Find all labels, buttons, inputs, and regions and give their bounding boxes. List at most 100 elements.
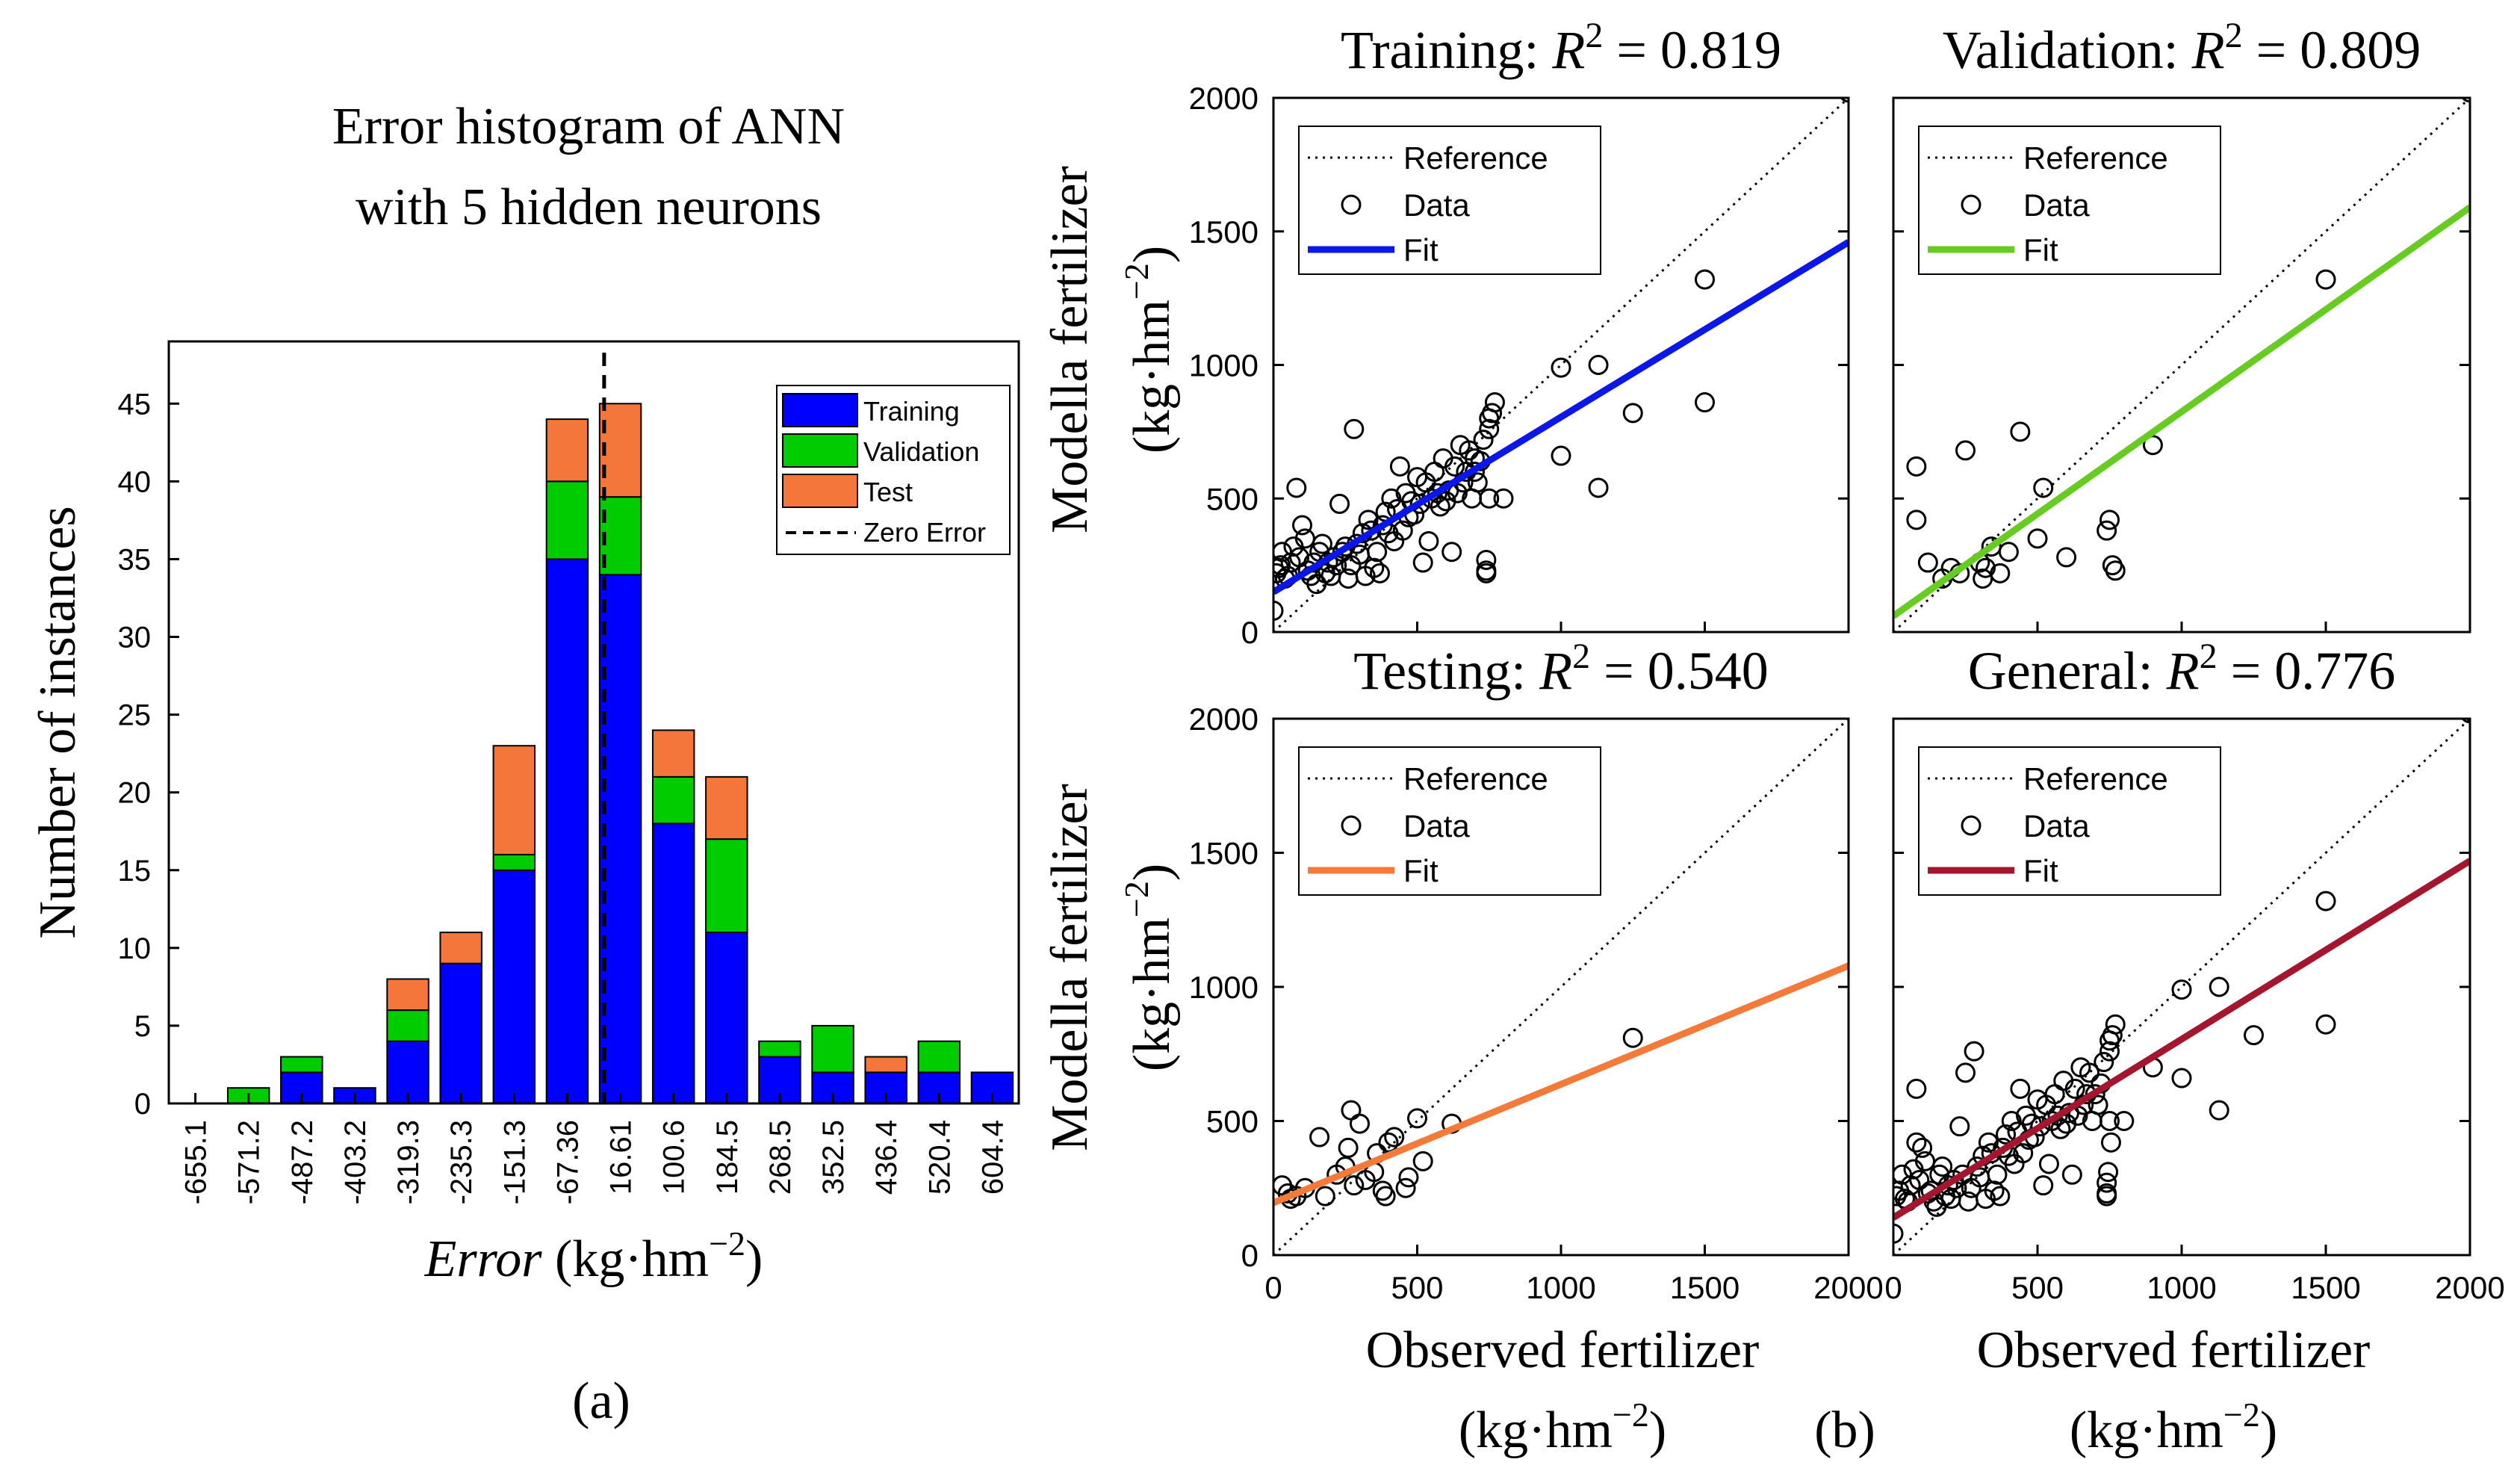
data-point: [2088, 1094, 2108, 1115]
data-point: [1493, 488, 1514, 509]
data-point: [1341, 1100, 1362, 1121]
data-point: [2098, 1162, 2119, 1183]
data-point: [2061, 1164, 2082, 1185]
data-point: [1369, 563, 1390, 583]
data-point: [1312, 533, 1332, 554]
panel-title-prefix: Testing:: [1353, 641, 1539, 701]
data-point: [1412, 1151, 1433, 1171]
histogram-x-tick-label: 520.4: [923, 1120, 956, 1195]
histogram-bars: [226, 403, 1014, 1105]
legend-label-zero-error: Zero Error: [863, 517, 986, 548]
legend-testing: Reference Data Fit: [1298, 746, 1601, 896]
panel-title-training: Training: R2 = 0.819: [1341, 16, 1781, 80]
panel-title-r-symbol: R: [2166, 641, 2200, 701]
data-point: [1395, 1177, 1416, 1198]
data-point: [2085, 1084, 2105, 1105]
y-tick-label: 1500: [1189, 836, 1259, 871]
data-point: [1949, 1116, 1970, 1137]
legend-data-label: Data: [1403, 188, 1470, 223]
panel-title-r-symbol: R: [1539, 641, 1572, 701]
bar-test--235.3: [439, 932, 482, 964]
data-point: [1588, 477, 1609, 498]
data-point: [1329, 493, 1350, 514]
scatter-y-label-top-line2: (kg·hm−2): [1117, 246, 1181, 453]
data-point: [1940, 1189, 1961, 1210]
bar-validation--319.3: [386, 1009, 429, 1042]
histogram-y-tick-label: 0: [134, 1088, 151, 1121]
panel-title-r-symbol: R: [1551, 20, 1585, 80]
data-point: [1955, 440, 1976, 461]
data-point: [1476, 560, 1497, 581]
scatter-y-label-top-unit: (kg·hm: [1123, 300, 1181, 453]
data-point: [1990, 563, 2011, 583]
scatter-y-label-bottom-close: ): [1123, 864, 1181, 881]
data-point: [2114, 1111, 2135, 1131]
data-point: [2100, 1132, 2121, 1153]
data-point: [1588, 355, 1609, 375]
plot-area-general: [1893, 719, 2470, 1255]
y-tick-label: 1000: [1189, 970, 1259, 1005]
histogram-y-tick-label: 45: [118, 388, 152, 421]
scatter-y-label-bottom-unit: (kg·hm: [1123, 917, 1181, 1071]
legend-swatch-training: [782, 393, 858, 427]
legend-fit-label: Fit: [2023, 232, 2058, 267]
histogram-y-tick-label: 35: [118, 543, 152, 576]
bar-test--151.3: [492, 745, 536, 855]
fit-line: [1893, 204, 2470, 619]
legend-reference-label: Reference: [1403, 140, 1548, 176]
data-point: [2033, 1175, 2054, 1196]
panel-title-r-sup: 2: [2200, 637, 2218, 676]
data-point: [1973, 569, 1993, 589]
data-point: [1441, 542, 1462, 563]
panel-title-r-sup: 2: [1585, 16, 1603, 55]
x-tick-label: 500: [2011, 1270, 2064, 1305]
data-point: [2010, 421, 2031, 442]
data-point: [1976, 557, 1996, 578]
data-point: [1978, 1132, 1999, 1153]
data-point: [1392, 520, 1413, 541]
histogram-x-tick-label: 352.5: [817, 1120, 850, 1195]
legend-data-swatch: [1341, 194, 1362, 215]
data-point: [1412, 552, 1433, 573]
data-point: [2105, 1014, 2126, 1035]
data-point: [1476, 549, 1497, 570]
data-point: [1482, 403, 1503, 424]
data-point: [1964, 1041, 1984, 1062]
legend-swatch-test: [782, 474, 858, 508]
bar-training-100.6: [651, 823, 695, 1105]
data-point: [1551, 357, 1571, 378]
histogram-x-label-sup: −2: [709, 1224, 745, 1263]
histogram-x-tick-label: -67.36: [551, 1120, 584, 1204]
x-tick-label: 1500: [2291, 1270, 2360, 1305]
y-tick-label: 500: [1206, 481, 1259, 516]
data-point: [1906, 1078, 1927, 1099]
data-point: [1398, 1167, 1419, 1188]
histogram-x-label-unit: (kg·hm: [542, 1230, 710, 1288]
legend-data-swatch: [1961, 194, 1981, 215]
histogram-x-tick-label: 184.5: [711, 1120, 744, 1195]
data-point: [1444, 456, 1465, 477]
legend-data-label: Data: [1403, 808, 1470, 843]
data-point: [1292, 515, 1312, 536]
legend-label-test: Test: [863, 477, 913, 507]
data-point: [1315, 1186, 1335, 1207]
x-tick-label: 1000: [2147, 1270, 2216, 1305]
histogram-y-ticks: 0 5 10 15 20 25 30 35 40 45: [118, 388, 179, 1121]
histogram-x-tick-label: -319.3: [392, 1120, 425, 1204]
panel-b-label: (b): [1814, 1402, 1875, 1459]
legend-data-label: Data: [2023, 188, 2090, 223]
data-point: [1309, 1127, 1330, 1148]
data-point: [1955, 1062, 1976, 1083]
data-point: [1987, 1164, 2008, 1185]
data-point: [1384, 1127, 1405, 1148]
panel-title-r2-value: = 0.819: [1603, 20, 1781, 80]
data-point: [1912, 1137, 1933, 1158]
panel-title-prefix: Validation:: [1943, 20, 2192, 80]
panel-title-general: General: R2 = 0.776: [1968, 637, 2395, 701]
histogram-legend: Training Validation Test Zero Error: [776, 385, 1011, 555]
data-point: [1273, 600, 1284, 621]
scatter-x-label-left-close: ): [1649, 1402, 1666, 1459]
histogram-x-tick-label: -655.1: [180, 1120, 213, 1204]
bar-validation-16.61: [598, 496, 642, 576]
data-point: [1695, 392, 1715, 413]
